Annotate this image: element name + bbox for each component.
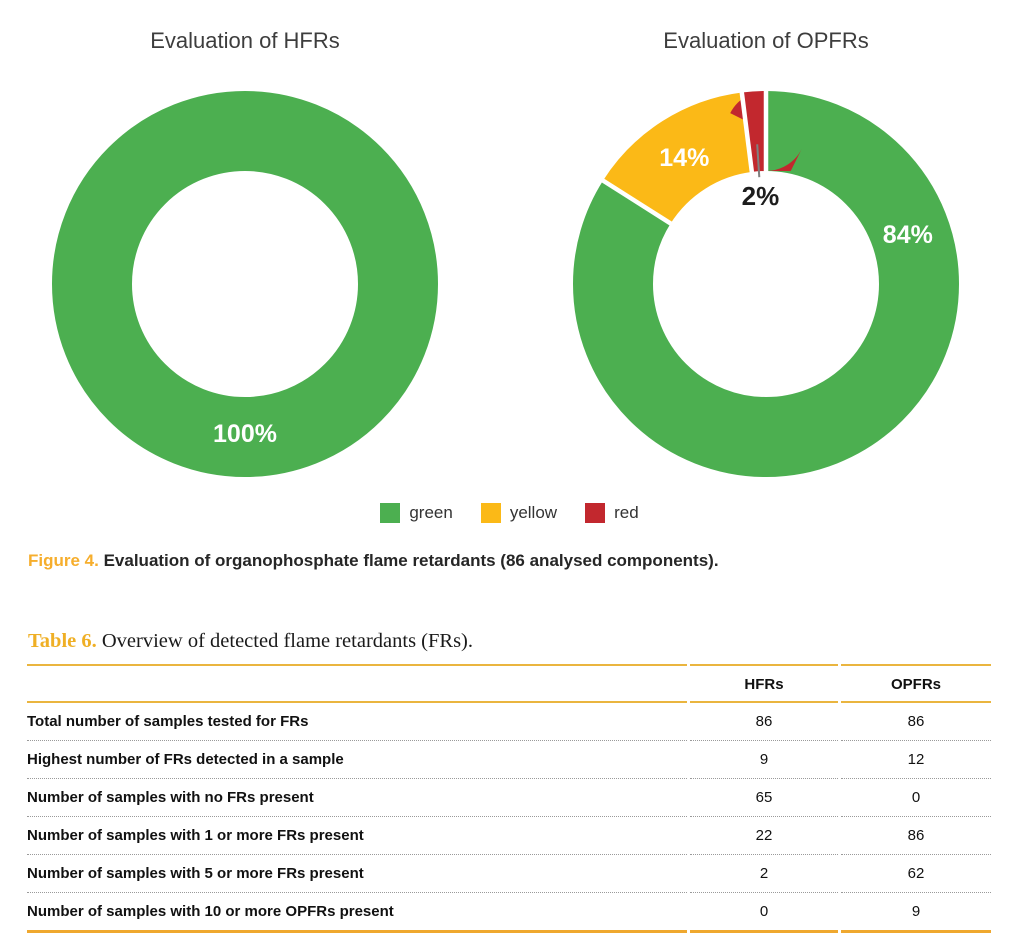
row-label: Number of samples with 5 or more FRs pre…	[27, 854, 687, 892]
table-header-row: HFRs OPFRs	[27, 664, 991, 703]
legend-item-red: red	[585, 503, 639, 523]
legend-label: red	[614, 503, 639, 522]
legend-item-yellow: yellow	[480, 503, 558, 523]
figure-caption-text: Evaluation of organophosphate flame reta…	[98, 551, 719, 570]
slice-label-green: 84%	[883, 221, 933, 249]
slice-label-green: 100%	[213, 420, 277, 448]
legend-swatch-green	[380, 503, 401, 523]
chart-opfrs: Evaluation of OPFRs 84% 14% 2%	[556, 14, 976, 484]
hfrs-value: 65	[690, 778, 838, 816]
chart-title-opfrs: Evaluation of OPFRs	[663, 28, 869, 53]
table-title: Table 6. Overview of detected flame reta…	[28, 628, 1019, 654]
opfrs-value: 9	[841, 892, 991, 933]
hfrs-value: 9	[690, 740, 838, 778]
figure-caption-prefix: Figure 4.	[28, 551, 99, 570]
opfrs-value: 0	[841, 778, 991, 816]
table-row: Number of samples with 5 or more FRs pre…	[27, 854, 991, 892]
table-row: Number of samples with no FRs present 65 0	[27, 778, 991, 816]
hfrs-value: 86	[755, 713, 773, 730]
hfrs-value: 0	[690, 892, 838, 933]
opfrs-value: 86	[907, 713, 925, 730]
table-row: Number of samples with 1 or more FRs pre…	[27, 816, 991, 854]
donut-chart-opfrs: 84% 14% 2%	[573, 88, 959, 477]
row-label: Highest number of FRs detected in a samp…	[27, 740, 687, 778]
opfrs-value: 12	[841, 740, 991, 778]
row-label: Number of samples with 1 or more FRs pre…	[27, 816, 687, 854]
row-label: Total number of samples tested for FRs	[27, 713, 309, 730]
table-row: Total number of samples tested for FRs 86…	[27, 703, 991, 740]
table-title-text: Overview of detected flame retardants (F…	[96, 630, 474, 652]
table-row: Highest number of FRs detected in a samp…	[27, 740, 991, 778]
header-empty	[27, 664, 687, 703]
row-label: Number of samples with 10 or more OPFRs …	[27, 892, 687, 933]
hfrs-value: 22	[690, 816, 838, 854]
legend-label: yellow	[509, 503, 558, 522]
figure-caption: Figure 4. Evaluation of organophosphate …	[28, 550, 1019, 572]
donut-charts-row: Evaluation of HFRs 100% Evaluation of OP…	[0, 14, 1019, 484]
table-title-prefix: Table 6.	[28, 630, 97, 652]
header-hfrs: HFRs	[690, 664, 838, 703]
chart-legend: green yellow red	[0, 502, 1019, 524]
chart-title-hfrs: Evaluation of HFRs	[150, 28, 340, 53]
legend-swatch-red	[585, 503, 606, 523]
opfrs-value: 62	[841, 854, 991, 892]
header-opfrs: OPFRs	[841, 664, 991, 703]
legend-swatch-yellow	[480, 503, 501, 523]
fr-overview-table: HFRs OPFRs Total number of samples teste…	[24, 664, 994, 933]
slice-label-yellow: 14%	[659, 144, 709, 172]
legend-label: green	[409, 503, 453, 522]
slice-label-red: 2%	[742, 181, 780, 211]
chart-hfrs: Evaluation of HFRs 100%	[35, 14, 455, 484]
opfrs-value: 86	[841, 816, 991, 854]
hfrs-value: 2	[690, 854, 838, 892]
table-row: Number of samples with 10 or more OPFRs …	[27, 892, 991, 933]
legend-item-green: green	[380, 503, 453, 523]
row-label: Number of samples with no FRs present	[27, 778, 687, 816]
donut-chart-hfrs: 100%	[52, 91, 438, 477]
